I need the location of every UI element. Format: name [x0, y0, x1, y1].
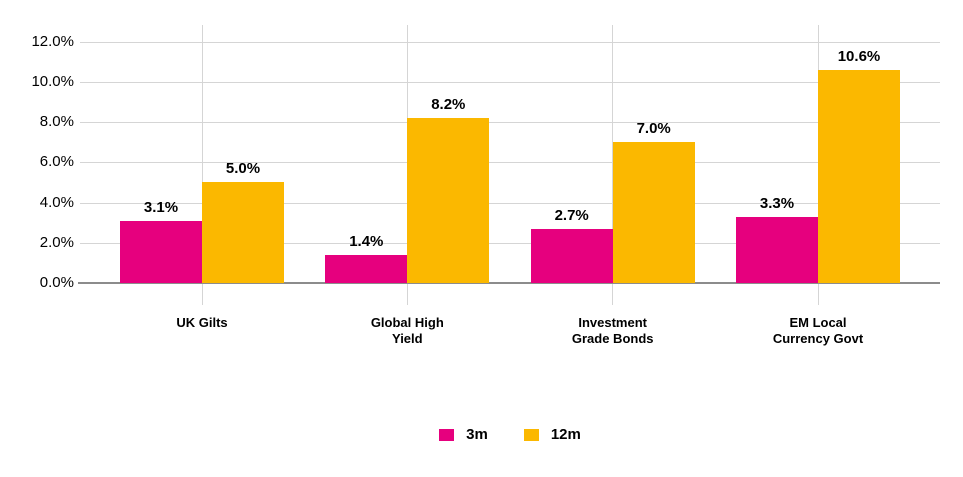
bar-12m: [407, 118, 490, 283]
bar-12m: [202, 182, 284, 283]
y-axis-tick-label: 2.0%: [39, 233, 74, 251]
y-axis-tick-label: 6.0%: [39, 153, 74, 171]
bar-value-label: 3.1%: [143, 198, 179, 216]
bar-value-label: 5.0%: [225, 160, 261, 178]
bar-3m: [530, 228, 613, 283]
h-gridline: [80, 81, 940, 83]
y-axis-tick-label: 10.0%: [31, 72, 74, 90]
legend-label: 12m: [550, 426, 581, 443]
bar-12m: [612, 142, 695, 283]
legend-swatch: [523, 428, 539, 441]
y-axis-tick-label: 12.0%: [31, 32, 74, 50]
bar-value-label: 2.7%: [554, 206, 589, 224]
x-axis-category-label: EM Local Currency Govt: [772, 315, 864, 346]
x-axis-category-label: Global High Yield: [370, 315, 444, 346]
legend: 3m 12m: [80, 426, 940, 443]
bar-value-label: 7.0%: [636, 120, 671, 138]
y-axis-tick-label: 0.0%: [39, 274, 74, 291]
bar-value-label: 1.4%: [349, 232, 384, 250]
legend-swatch: [439, 428, 455, 441]
bar-3m: [325, 254, 408, 283]
h-gridline: [80, 202, 940, 204]
bar-value-label: 10.6%: [837, 47, 881, 65]
x-axis-category-label: Investment Grade Bonds: [571, 315, 654, 346]
y-axis-tick-label: 4.0%: [39, 193, 74, 211]
bar-3m: [736, 216, 818, 283]
legend-label: 3m: [466, 426, 488, 443]
bar-value-label: 3.3%: [759, 194, 795, 212]
bar-12m: [818, 69, 900, 283]
y-axis-tick-label: 8.0%: [39, 113, 74, 131]
bar-3m: [120, 220, 202, 283]
legend-item: 12m: [523, 426, 581, 443]
legend-item: 3m: [439, 426, 488, 443]
bar-value-label: 8.2%: [431, 96, 466, 114]
h-gridline: [80, 122, 940, 124]
x-axis-category-label: UK Gilts: [176, 315, 228, 330]
x-axis-line: [78, 282, 940, 284]
h-gridline: [80, 162, 940, 164]
v-gridline: [201, 25, 203, 305]
h-gridline: [80, 242, 940, 244]
h-gridline: [80, 41, 940, 43]
